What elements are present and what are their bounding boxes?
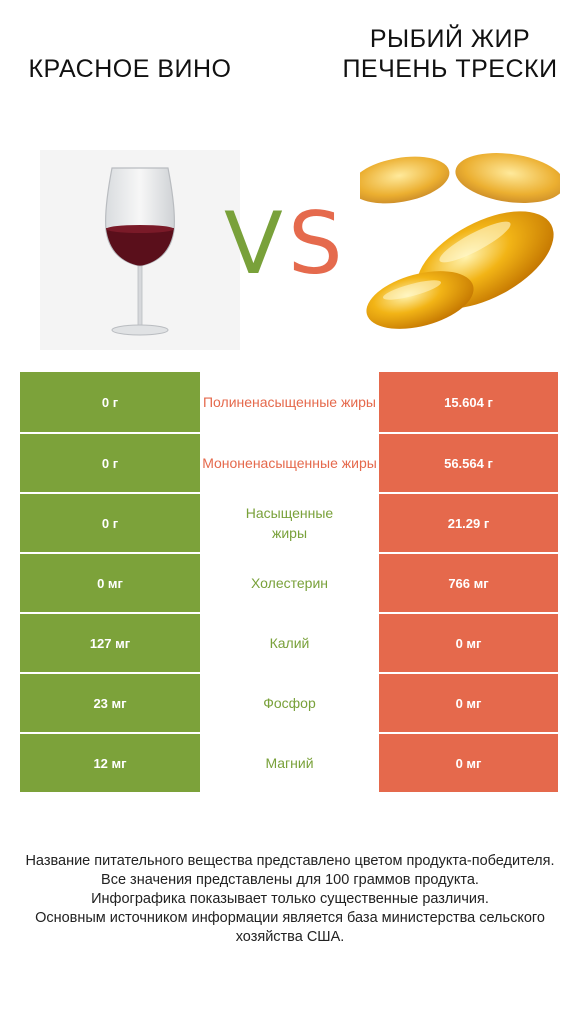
nutrient-cell: Мононенасыщенные жиры	[200, 434, 379, 492]
nutrient-cell: Холестерин	[200, 554, 379, 612]
nutrient-cell: Калий	[200, 614, 379, 672]
left-value: 0 мг	[20, 554, 200, 612]
left-value: 12 мг	[20, 734, 200, 792]
wine-glass-icon	[105, 167, 175, 336]
table-row: 0 г Мононенасыщенные жиры 56.564 г	[20, 432, 558, 492]
nutrient-label: Фосфор	[263, 695, 316, 711]
fish-oil-capsules-icon	[360, 153, 560, 329]
left-value: 0 г	[20, 494, 200, 552]
nutrient-label: Полиненасыщенные жиры	[202, 394, 376, 410]
right-value: 56.564 г	[379, 434, 558, 492]
nutrient-label: Насыщенные жиры	[245, 505, 334, 541]
left-value: 127 мг	[20, 614, 200, 672]
left-product-title: КРАСНОЕ ВИНО	[28, 55, 232, 83]
nutrient-cell: Насыщенные жиры	[200, 494, 379, 552]
nutrient-label: Магний	[265, 755, 314, 771]
nutrient-cell: Магний	[200, 734, 379, 792]
left-value: 23 мг	[20, 674, 200, 732]
footer-line: Все значения представлены для 100 граммо…	[101, 872, 479, 888]
table-row: 0 мг Холестерин 766 мг	[20, 552, 558, 612]
footer-line: Инфографика показывает только существенн…	[91, 891, 489, 907]
vs-letter-s: S	[288, 194, 343, 294]
comparison-table: 0 г Полиненасыщенные жиры 15.604 г 0 г М…	[20, 372, 558, 792]
table-row: 12 мг Магний 0 мг	[20, 732, 558, 792]
vs-label: V S	[222, 196, 358, 292]
footer-notes: Название питательного вещества представл…	[10, 852, 570, 947]
nutrient-cell: Полиненасыщенные жиры	[200, 372, 379, 432]
table-row: 0 г Полиненасыщенные жиры 15.604 г	[20, 372, 558, 432]
table-row: 23 мг Фосфор 0 мг	[20, 672, 558, 732]
left-product-image	[40, 150, 240, 350]
table-row: 127 мг Калий 0 мг	[20, 612, 558, 672]
right-value: 0 мг	[379, 614, 558, 672]
right-product-image	[360, 150, 560, 350]
nutrient-label: Холестерин	[251, 575, 328, 591]
nutrient-label: Калий	[269, 635, 310, 651]
right-value: 21.29 г	[379, 494, 558, 552]
right-value: 0 мг	[379, 734, 558, 792]
right-product-title: РЫБИЙ ЖИР ПЕЧЕНЬ ТРЕСКИ	[342, 25, 558, 83]
right-value: 766 мг	[379, 554, 558, 612]
left-value: 0 г	[20, 372, 200, 432]
footer-line: Основным источником информации является …	[35, 910, 545, 945]
nutrient-label: Мононенасыщенные жиры	[202, 455, 377, 471]
right-value: 15.604 г	[379, 372, 558, 432]
table-row: 0 г Насыщенные жиры 21.29 г	[20, 492, 558, 552]
right-value: 0 мг	[379, 674, 558, 732]
nutrient-cell: Фосфор	[200, 674, 379, 732]
footer-line: Название питательного вещества представл…	[25, 853, 555, 869]
vs-letter-v: V	[224, 194, 283, 294]
left-value: 0 г	[20, 434, 200, 492]
